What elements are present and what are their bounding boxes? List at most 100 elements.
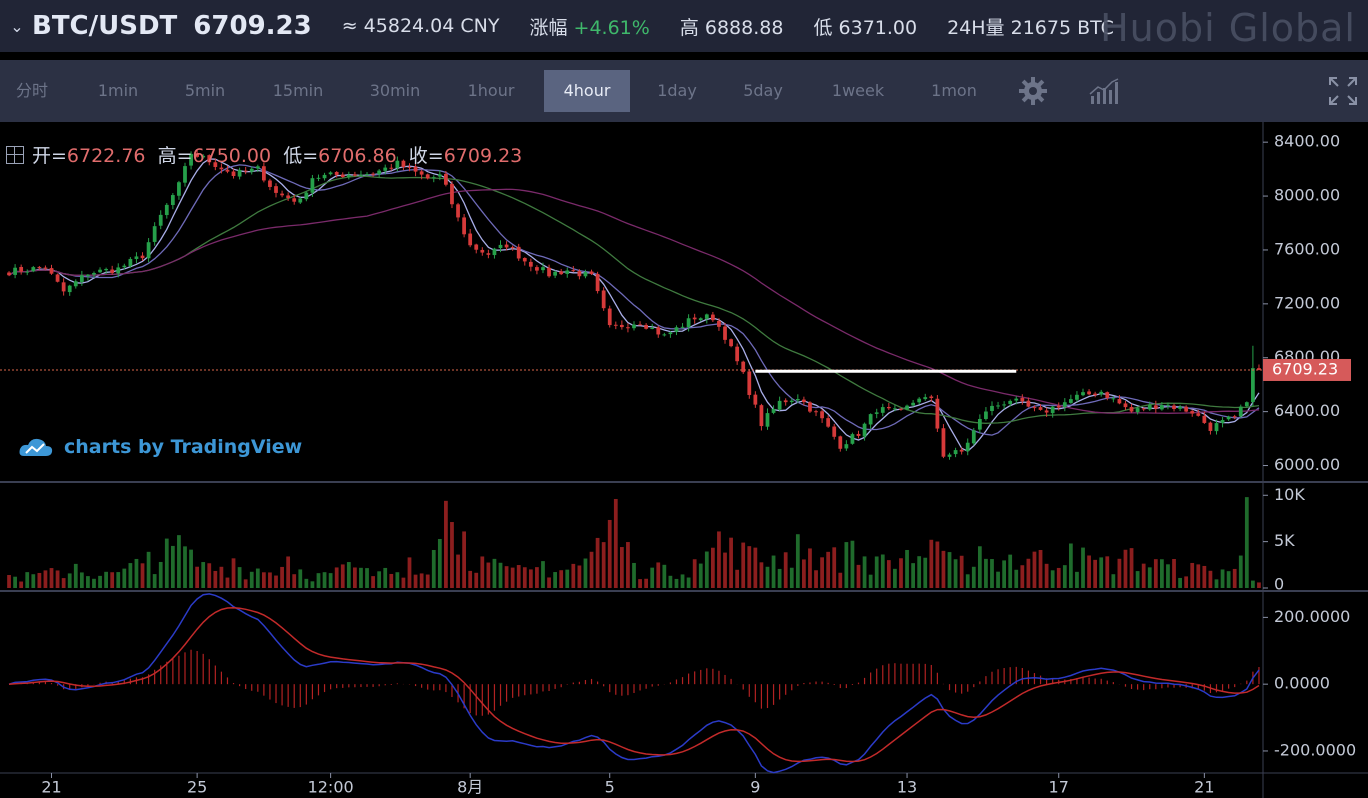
candle	[383, 164, 388, 175]
volume-bar	[1002, 560, 1007, 588]
candle	[1038, 404, 1043, 411]
candle	[723, 322, 727, 344]
candle-body	[1238, 406, 1243, 417]
volume-bar	[583, 558, 588, 588]
candle	[674, 325, 679, 336]
candle-body	[61, 282, 66, 292]
candle	[710, 311, 715, 322]
candle	[359, 170, 363, 177]
volume-bar	[13, 576, 17, 588]
candle-body	[1075, 394, 1079, 400]
interval-1week[interactable]: 1week	[831, 81, 885, 100]
candle-body	[298, 198, 303, 203]
volume-bar	[353, 567, 357, 588]
cloud-icon	[19, 438, 53, 456]
candle	[874, 408, 879, 419]
volume-bar	[886, 560, 891, 588]
candle-body	[189, 153, 193, 166]
candle-body	[959, 449, 964, 452]
candle-body	[1244, 402, 1249, 407]
candle-body	[1153, 405, 1158, 409]
candle	[37, 265, 42, 271]
high-label: 高	[679, 16, 699, 39]
tradingview-watermark[interactable]: charts by TradingView	[18, 436, 302, 458]
candle	[990, 401, 994, 416]
candle-body	[984, 411, 988, 419]
candle	[431, 175, 436, 183]
candle	[1160, 402, 1164, 411]
volume-bar	[862, 556, 867, 588]
interval-1hour[interactable]: 1hour	[467, 81, 515, 100]
candle	[626, 323, 630, 333]
candle	[1196, 409, 1201, 417]
volume-bar	[164, 538, 169, 588]
interval-1day[interactable]: 1day	[657, 81, 697, 100]
volume-bar	[486, 562, 491, 588]
volume-bar	[1135, 571, 1140, 588]
volume-bar	[893, 568, 897, 588]
indicator-icon[interactable]	[1086, 74, 1120, 108]
candle	[541, 262, 545, 274]
price-chart[interactable]: 6000.006400.006800.007200.007600.008000.…	[0, 122, 1368, 798]
candle-body	[201, 155, 206, 158]
interval-4hour[interactable]: 4hour	[544, 70, 630, 112]
candle	[170, 193, 175, 210]
candle	[1135, 406, 1140, 415]
interval-1mon[interactable]: 1mon	[931, 81, 977, 100]
low-stat: 低 6371.00	[813, 13, 917, 40]
candle	[73, 279, 78, 289]
interval-30min[interactable]: 30min	[369, 81, 421, 100]
volume-bar	[996, 571, 1000, 588]
volume-tick-label: 5K	[1274, 531, 1295, 550]
pair-selector[interactable]: BTC/USDT	[32, 11, 178, 41]
volume-bar	[595, 537, 600, 588]
candle-body	[474, 244, 479, 250]
volume-bar	[219, 566, 224, 588]
volume-bar	[905, 549, 909, 588]
candle-body	[905, 405, 909, 410]
candle-body	[947, 454, 952, 457]
ma30-line	[8, 175, 1260, 424]
legend-toggle-icon[interactable]	[6, 146, 24, 164]
candle	[923, 393, 928, 401]
volume-bar	[553, 572, 558, 588]
candle-body	[146, 242, 151, 259]
interval-5min[interactable]: 5min	[184, 81, 226, 100]
volume-bar	[444, 500, 448, 588]
volume-bar	[243, 579, 248, 588]
candle-body	[923, 397, 928, 400]
candle	[1238, 404, 1243, 418]
volume-bar	[977, 546, 982, 588]
fullscreen-icon[interactable]	[1326, 74, 1360, 108]
volume-bar	[1105, 556, 1110, 588]
interval-1min[interactable]: 1min	[97, 81, 139, 100]
chevron-down-icon[interactable]: ⌄	[10, 16, 24, 36]
candle	[662, 332, 667, 337]
candle	[1002, 401, 1007, 410]
candle	[498, 240, 503, 253]
macd-tick-label: 200.0000	[1274, 607, 1350, 626]
volume-bar	[692, 559, 697, 588]
interval-fenshi[interactable]: 分时	[15, 81, 48, 100]
candle-body	[225, 169, 230, 172]
volume-bar	[395, 572, 400, 588]
volume-bar	[528, 569, 533, 588]
candle	[559, 268, 564, 276]
volume-bar	[619, 547, 624, 588]
candle	[1166, 402, 1170, 410]
interval-5day[interactable]: 5day	[743, 81, 783, 100]
candle-body	[462, 217, 466, 235]
candle	[61, 278, 66, 296]
volume-bar	[1202, 565, 1207, 588]
interval-15min[interactable]: 15min	[272, 81, 324, 100]
volume-bar	[1117, 558, 1122, 588]
candle-body	[177, 182, 181, 196]
candle	[1014, 396, 1019, 405]
volume-bar	[79, 572, 84, 588]
volume-bar	[1172, 559, 1176, 588]
candle-body	[844, 444, 849, 449]
gear-icon[interactable]	[1016, 74, 1050, 108]
time-tick-label: 13	[897, 778, 917, 797]
volume-bar	[717, 531, 721, 588]
volume-bar	[874, 556, 879, 588]
